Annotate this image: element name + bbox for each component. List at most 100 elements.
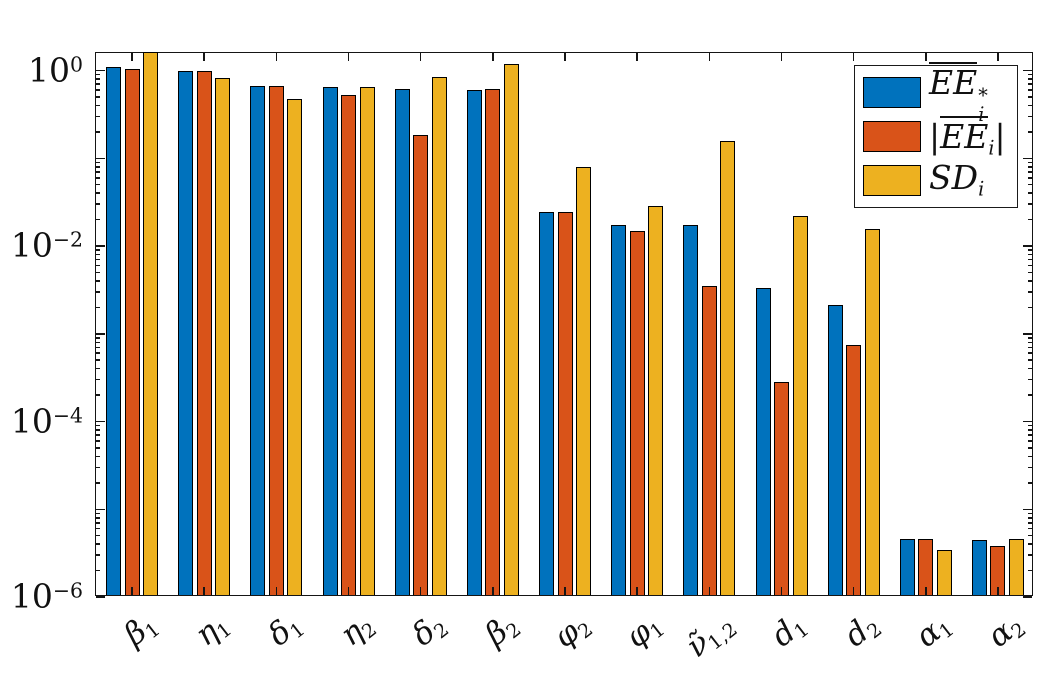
x-tick	[131, 587, 133, 595]
y-minor-tick	[1028, 78, 1032, 80]
bar-abs_EE_i-2	[268, 86, 284, 595]
y-minor-tick	[96, 253, 100, 256]
bar-SD_i-12	[1008, 538, 1024, 595]
x-tick	[347, 53, 350, 61]
y-minor-tick	[96, 89, 100, 91]
y-minor-tick	[96, 429, 100, 431]
x-tick-label-11: α1	[909, 606, 958, 656]
y-minor-tick	[96, 394, 100, 396]
y-major-tick	[1023, 157, 1032, 160]
x-tick-label-6: φ2	[547, 606, 597, 657]
y-minor-tick	[96, 83, 100, 85]
bar-EE_i_star-11	[899, 538, 915, 595]
y-minor-tick	[1028, 482, 1032, 484]
bar-SD_i-0	[143, 51, 159, 595]
bar-abs_EE_i-4	[413, 135, 429, 595]
plot-area: EE * i |EEi| SDi	[95, 51, 1033, 598]
x-tick	[131, 53, 133, 61]
y-major-tick	[96, 245, 105, 247]
x-tick	[275, 53, 278, 61]
bar-abs_EE_i-3	[341, 95, 356, 595]
y-minor-tick	[96, 131, 100, 133]
x-tick	[492, 53, 494, 61]
bar-SD_i-11	[936, 549, 952, 595]
x-tick	[564, 587, 566, 595]
legend-label: SDi	[929, 161, 984, 199]
y-major-tick	[1023, 245, 1032, 247]
x-tick-label-8: ν̃1,2	[679, 606, 741, 666]
legend-subscript: i	[978, 177, 985, 201]
y-major-tick	[96, 157, 105, 160]
x-tick-label-2: δ1	[261, 606, 309, 655]
legend-symbol: SD	[929, 158, 979, 198]
x-tick	[636, 53, 638, 61]
legend-swatch	[863, 120, 921, 152]
legend-label: EE * i	[929, 61, 988, 124]
bar-abs_EE_i-0	[124, 68, 140, 595]
y-minor-tick	[96, 569, 100, 572]
y-minor-tick	[1028, 192, 1032, 194]
y-minor-tick	[1028, 166, 1032, 168]
y-minor-tick	[96, 171, 100, 173]
x-tick	[492, 587, 494, 595]
y-minor-tick	[1028, 522, 1032, 524]
y-tick-label-base: 10	[10, 576, 53, 616]
legend-label: |EEi|	[929, 115, 1006, 158]
x-tick-label-1: η1	[189, 606, 237, 655]
y-minor-tick	[96, 115, 100, 118]
y-minor-tick	[96, 78, 100, 80]
y-minor-tick	[1028, 218, 1032, 221]
x-tick	[708, 587, 711, 595]
sup-sub-stack: * i	[978, 84, 988, 123]
bar-EE_i_star-2	[250, 86, 266, 595]
bar-abs_EE_i-5	[485, 88, 501, 595]
y-minor-tick	[96, 192, 100, 194]
y-minor-tick	[1028, 341, 1032, 344]
y-minor-tick	[1028, 352, 1032, 354]
y-tick-label: 10−4	[11, 401, 83, 440]
y-minor-tick	[96, 346, 100, 349]
bar-SD_i-10	[864, 229, 880, 595]
x-tick	[275, 587, 278, 595]
bar-abs_EE_i-9	[774, 381, 789, 595]
bar-SD_i-8	[720, 141, 736, 595]
y-minor-tick	[1028, 527, 1032, 530]
y-minor-tick	[1028, 83, 1032, 85]
bar-EE_i_star-3	[322, 87, 338, 595]
bar-EE_i_star-6	[539, 212, 554, 595]
y-minor-tick	[96, 161, 100, 164]
bar-SD_i-7	[648, 206, 664, 595]
legend-entry-SD_i: SDi	[863, 159, 1017, 201]
y-minor-tick	[1028, 394, 1032, 396]
y-minor-tick	[1028, 258, 1032, 261]
y-minor-tick	[96, 177, 100, 179]
y-minor-tick	[1028, 517, 1032, 519]
y-minor-tick	[1028, 89, 1032, 91]
x-tick	[852, 587, 855, 595]
y-minor-tick	[96, 424, 100, 427]
legend-superscript: *	[978, 84, 988, 108]
x-tick-label-7: φ1	[619, 606, 669, 657]
y-minor-tick	[96, 264, 100, 267]
y-minor-tick	[1028, 512, 1032, 515]
bar-EE_i_star-0	[106, 66, 122, 595]
y-tick-label-base: 10	[10, 401, 53, 440]
bar-abs_EE_i-12	[990, 546, 1006, 595]
bar-EE_i_star-12	[971, 540, 987, 595]
bar-EE_i_star-7	[611, 225, 627, 595]
bar-abs_EE_i-8	[701, 286, 717, 595]
y-minor-tick	[1028, 466, 1032, 469]
y-minor-tick	[1028, 378, 1032, 381]
bar-SD_i-5	[503, 63, 519, 595]
y-minor-tick	[1028, 337, 1032, 339]
overlined-symbol: EE	[929, 61, 978, 102]
y-major-tick	[96, 596, 105, 598]
x-tick-label-3: η2	[333, 606, 381, 655]
bar-SD_i-4	[431, 77, 447, 595]
y-minor-tick	[96, 512, 100, 515]
y-minor-tick	[96, 378, 100, 381]
legend-swatch	[863, 77, 921, 109]
y-minor-tick	[1028, 434, 1032, 436]
y-minor-tick	[1028, 104, 1032, 107]
